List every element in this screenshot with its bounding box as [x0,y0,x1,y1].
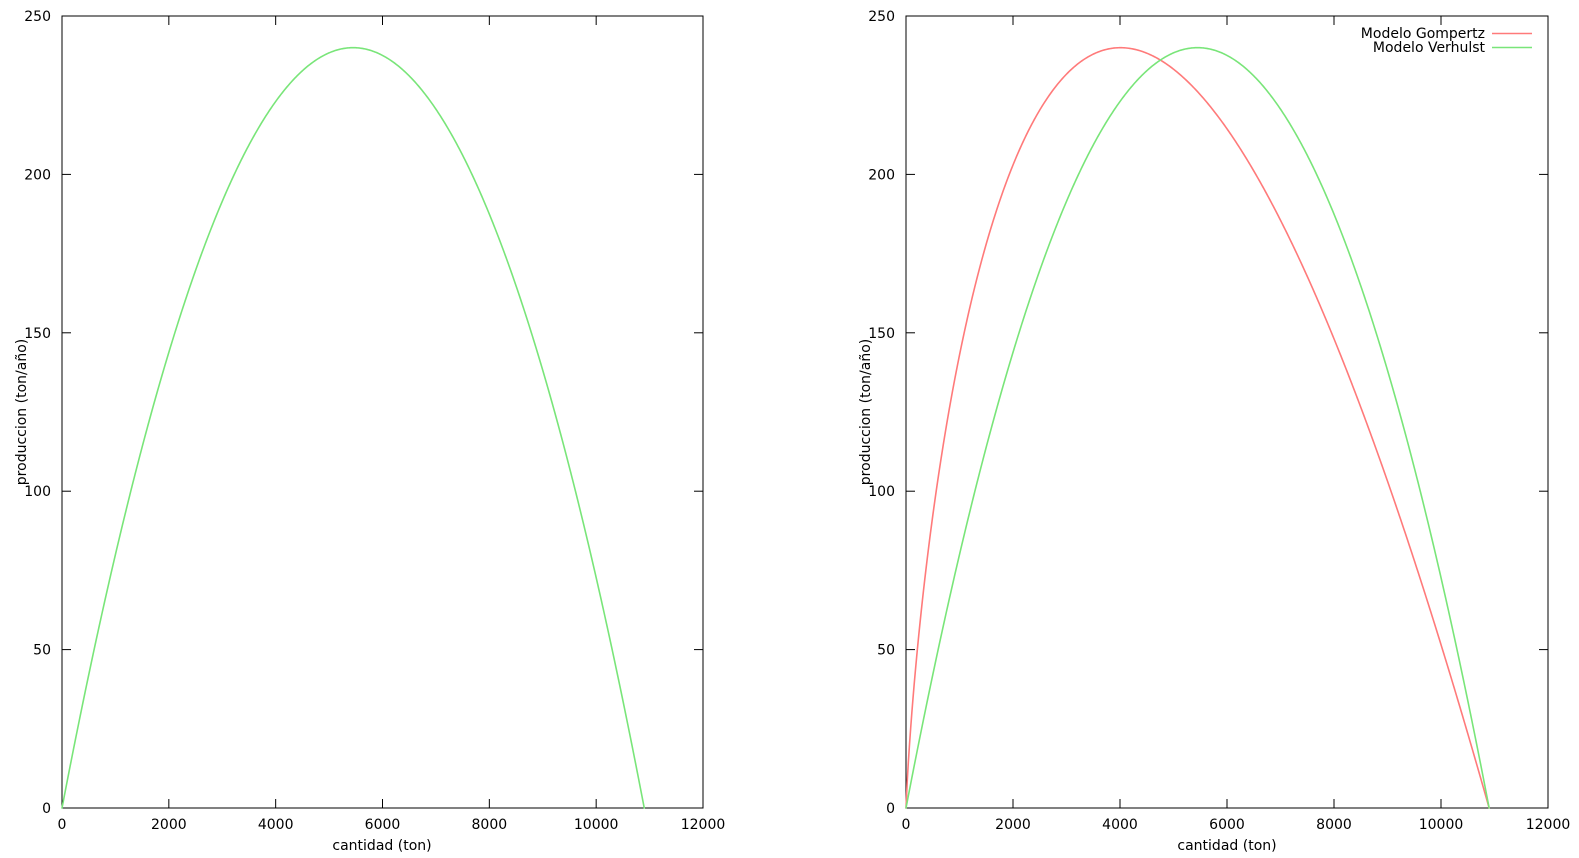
x-tick-label: 2000 [151,817,187,833]
y-tick-label: 250 [868,9,895,25]
x-tick-label: 10000 [1419,817,1464,833]
x-tick-label: 12000 [1526,817,1571,833]
x-tick-label: 6000 [1209,817,1245,833]
x-tick-label: 2000 [995,817,1031,833]
plot-border [905,15,1549,809]
y-tick-label: 100 [24,484,51,500]
curve-verhulst [905,46,1490,809]
y-tick-label: 50 [33,643,51,659]
y-tick-label: 100 [868,484,895,500]
legend-label-verhulst: Modelo Verhulst [1373,40,1486,56]
y-tick-label: 150 [24,326,51,342]
curve-verhulst [61,46,646,809]
right-plot-ylabel: produccion (ton/año) [858,339,874,485]
x-tick-label: 6000 [365,817,401,833]
x-tick-label: 12000 [681,817,726,833]
x-tick-label: 4000 [258,817,294,833]
x-tick-label: 8000 [472,817,508,833]
plot-border [61,15,704,809]
y-tick-label: 0 [42,801,51,817]
legend: Modelo Gompertz Modelo Verhulst [1361,26,1532,56]
x-tick-label: 10000 [574,817,619,833]
y-tick-label: 200 [868,167,895,183]
left-plot: 0 2000 4000 6000 8000 10000 12000 0 50 100 150 200 2… [24,9,725,833]
x-tick-label: 0 [902,817,911,833]
y-tick-label: 250 [24,9,51,25]
right-plot: 0 2000 4000 6000 8000 10000 12000 0 50 100 150 200 2… [868,9,1570,833]
y-tick-label: 50 [877,643,895,659]
y-tick-label: 0 [886,801,895,817]
curve-gompertz [905,46,1490,809]
y-tick-label: 150 [868,326,895,342]
x-tick-label: 4000 [1102,817,1138,833]
right-plot-xlabel: cantidad (ton) [1177,838,1276,854]
x-tick-label: 0 [58,817,67,833]
x-tick-label: 8000 [1316,817,1352,833]
legend-label-gompertz: Modelo Gompertz [1361,26,1485,42]
left-plot-xlabel: cantidad (ton) [332,838,431,854]
left-plot-ylabel: produccion (ton/año) [14,339,30,485]
y-tick-label: 200 [24,167,51,183]
